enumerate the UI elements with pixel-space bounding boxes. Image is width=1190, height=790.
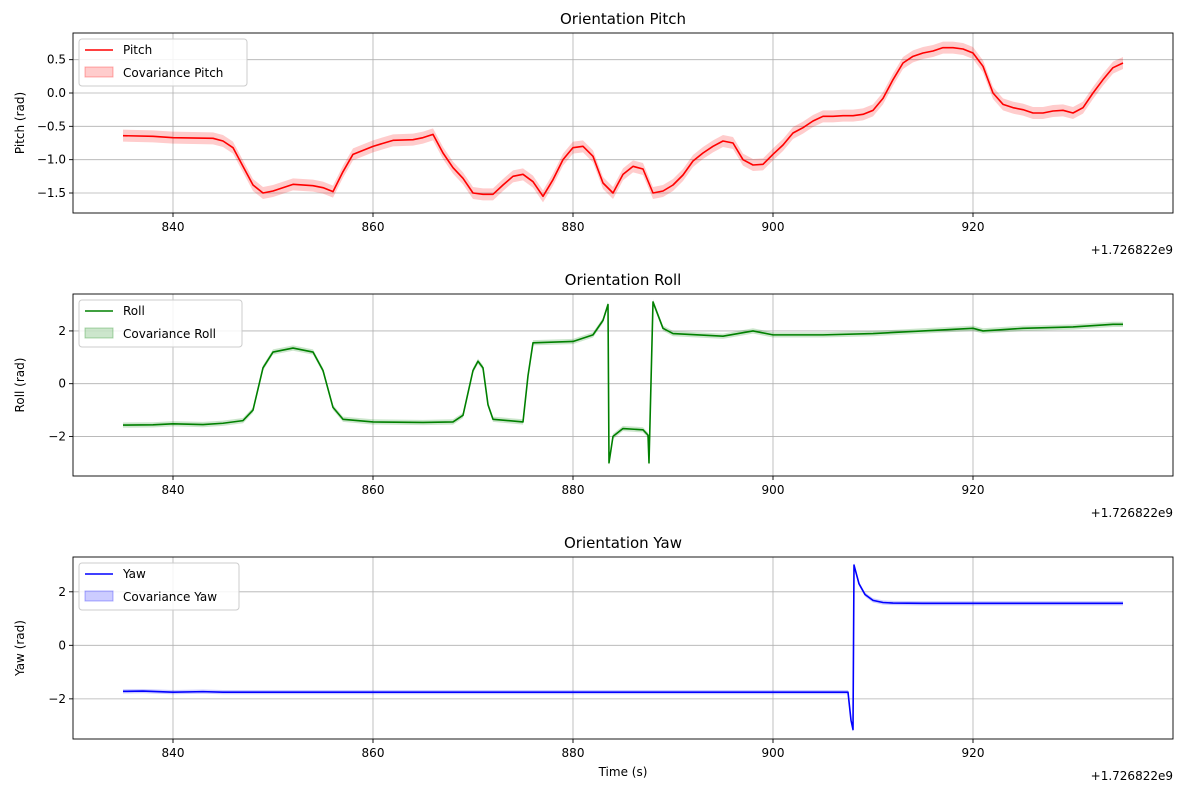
legend: Yaw Covariance Yaw [78,562,240,611]
subplot-orientation-yaw: 840 860 880 900 920 −2 0 2 Orientation Yaw Yaw (r… [13,534,1174,783]
x-tick-label: 840 [162,483,185,497]
legend-band-swatch [84,327,114,339]
chart-title: Orientation Pitch [560,10,686,28]
x-offset-label: +1.726822e9 [1091,769,1173,783]
y-tick-label: −1.0 [37,153,66,167]
y-tick-label: 2 [58,324,66,338]
legend: Pitch Covariance Pitch [78,38,248,87]
y-tick-label: 0.0 [47,86,66,100]
x-tick-label: 840 [162,220,185,234]
legend-band-swatch [84,66,114,78]
axes-frame [72,556,1174,740]
legend-box [78,299,243,348]
axes-frame [72,293,1174,477]
y-tick-label: 0 [58,638,66,652]
legend-label: Pitch [123,43,152,57]
legend-label: Roll [123,304,145,318]
legend-band-swatch [84,590,114,602]
y-tick-label: −2 [48,429,66,443]
x-tick-label: 920 [962,220,985,234]
y-tick-label: 2 [58,585,66,599]
axes-frame [72,32,1174,214]
y-tick-label: −0.5 [37,119,66,133]
chart-title: Orientation Roll [565,271,682,289]
y-tick-label: −1.5 [37,186,66,200]
x-tick-label: 840 [162,746,185,760]
y-tick-label: 0.5 [47,53,66,67]
legend-box [78,38,248,87]
x-axis-label: Time (s) [598,765,648,779]
x-offset-label: +1.726822e9 [1091,506,1173,520]
x-tick-label: 880 [562,483,585,497]
x-tick-label: 920 [962,483,985,497]
legend-label: Covariance Yaw [123,590,217,604]
series-line [122,564,1123,731]
x-tick-label: 900 [762,746,785,760]
x-tick-label: 900 [762,220,785,234]
series-line [122,301,1123,464]
y-axis-label: Roll (rad) [13,358,27,413]
chart-title: Orientation Yaw [564,534,682,552]
x-offset-label: +1.726822e9 [1091,243,1173,257]
covariance-band [123,299,1123,466]
y-axis-label: Pitch (rad) [13,92,27,154]
x-tick-label: 920 [962,746,985,760]
series-line [122,46,1124,198]
legend-label: Covariance Roll [123,327,216,341]
subplot-orientation-roll: 840 860 880 900 920 −2 0 2 Orientation Roll Roll … [13,271,1174,520]
y-tick-label: 0 [58,377,66,391]
x-tick-label: 860 [362,483,385,497]
legend-label: Covariance Pitch [123,66,223,80]
subplot-orientation-pitch: 840 860 880 900 920 −1.5 −1.0 −0.5 0.0 0.5 Orienta… [13,10,1174,257]
legend-label: Yaw [122,567,146,581]
y-axis-label: Yaw (rad) [13,620,27,677]
x-tick-label: 880 [562,746,585,760]
y-tick-label: −2 [48,692,66,706]
legend-box [78,562,240,611]
x-tick-label: 900 [762,483,785,497]
x-tick-label: 880 [562,220,585,234]
x-tick-label: 860 [362,746,385,760]
legend: Roll Covariance Roll [78,299,243,348]
covariance-band [123,41,1123,203]
x-tick-label: 860 [362,220,385,234]
